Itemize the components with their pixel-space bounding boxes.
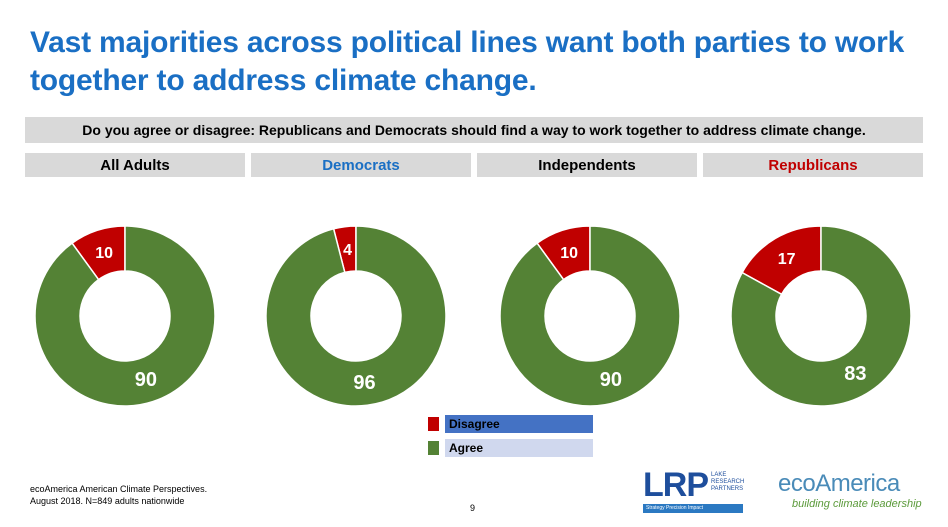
legend-swatch-agree [428,441,439,455]
data-label-agree: 96 [353,372,375,394]
group-label: Republicans [768,156,858,174]
slice-agree [265,225,447,407]
group-header-all-adults: All Adults [25,153,245,177]
slide-title: Vast majorities across political lines w… [30,26,905,97]
data-label-agree: 90 [135,369,157,391]
page-number: 9 [470,503,476,513]
data-label-agree: 90 [600,369,622,391]
legend-label-agree: Agree [445,439,593,457]
source-footnote: ecoAmerica American Climate Perspectives… [30,483,207,507]
ecoamerica-logo-tagline: building climate leadership [792,498,922,510]
donut-chart-democrats: 4 96 [265,225,447,407]
group-label: Independents [538,156,636,174]
group-header-democrats: Democrats [251,153,471,177]
donut-chart-independents: 10 90 [499,225,681,407]
lrp-logo-letters: LRP [643,466,709,504]
ecoamerica-logo: ecoAmerica building climate leadership [778,470,938,510]
data-label-disagree: 10 [560,245,578,262]
survey-question: Do you agree or disagree: Republicans an… [25,117,923,143]
slice-agree [730,225,912,407]
legend-label-disagree: Disagree [445,415,593,433]
lrp-logo-subtitle: LAKE RESEARCH PARTNERS [711,472,745,492]
group-label: All Adults [100,156,170,174]
footnote-line: August 2018. N=849 adults nationwide [30,496,185,506]
group-label: Democrats [322,156,400,174]
legend-swatch-disagree [428,417,439,431]
slice-agree [499,225,681,407]
footnote-line: ecoAmerica American Climate Perspectives… [30,484,208,494]
data-label-disagree: 4 [343,242,352,259]
group-header-independents: Independents [477,153,697,177]
group-header-republicans: Republicans [703,153,923,177]
donut-chart-all-adults: 10 90 [34,225,216,407]
legend-item-disagree: Disagree [428,415,593,433]
data-label-disagree: 17 [778,251,796,268]
lrp-logo: LRP LAKE RESEARCH PARTNERS Strategy Prec… [643,468,753,516]
ecoamerica-logo-name: ecoAmerica [778,470,900,497]
data-label-agree: 83 [844,363,866,385]
slice-agree [34,225,216,407]
legend-item-agree: Agree [428,439,593,457]
lrp-logo-tagline: Strategy Precision Impact [643,504,743,513]
data-label-disagree: 10 [95,245,113,262]
